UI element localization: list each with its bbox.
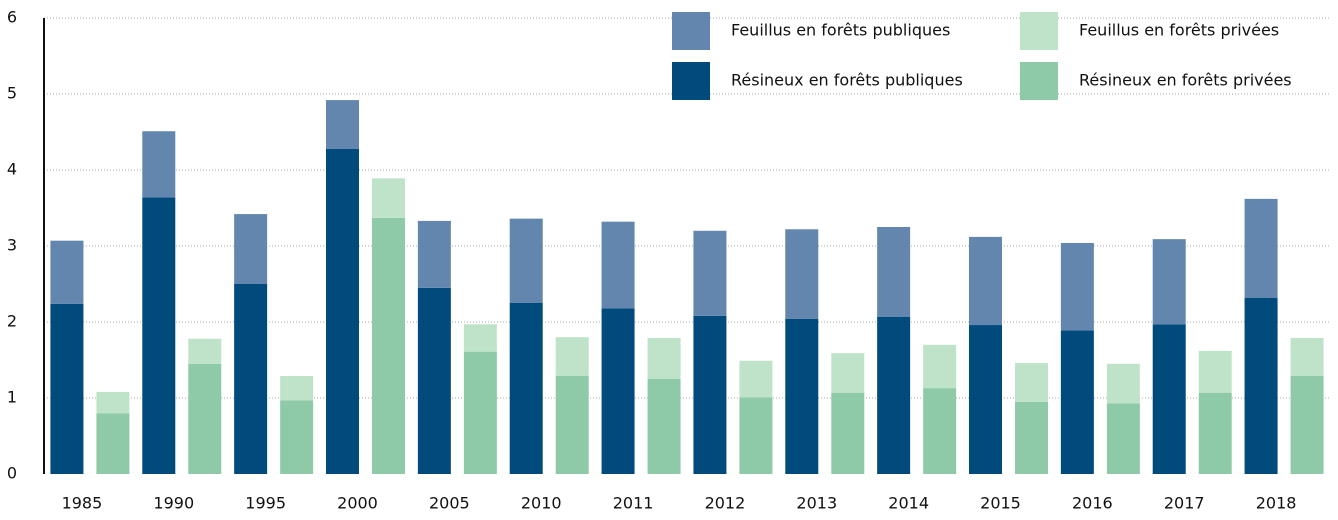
y-tick-label: 3: [7, 236, 17, 255]
bar-segment: [1152, 324, 1186, 474]
legend-swatch: [672, 12, 710, 50]
legend-label: Résineux en forêts privées: [1079, 71, 1292, 90]
bar-segment: [509, 303, 543, 474]
bar-segment: [1290, 375, 1324, 474]
bar-segment: [1244, 297, 1278, 474]
x-tick-label: 1995: [245, 494, 286, 513]
x-tick-label: 2012: [705, 494, 746, 513]
bar-segment: [142, 131, 176, 198]
bar-segment: [280, 400, 314, 474]
bar-segment: [969, 236, 1002, 326]
bar-segment: [1244, 198, 1278, 298]
bar-segment: [509, 218, 543, 303]
bar-segment: [693, 230, 727, 316]
bar-segment: [1198, 392, 1232, 474]
bar-segment: [555, 337, 589, 376]
bar-segment: [923, 344, 957, 389]
legend-label: Résineux en forêts publiques: [731, 71, 963, 90]
bar-segment: [785, 229, 819, 319]
bar-segment: [1152, 239, 1186, 325]
legend-label: Feuillus en forêts publiques: [731, 21, 950, 40]
bar-segment: [463, 351, 497, 474]
bar-segment: [326, 100, 359, 149]
bar-segment: [188, 338, 222, 364]
bar-segment: [234, 214, 268, 284]
bar-segment: [1015, 363, 1048, 402]
bar-segment: [1198, 350, 1232, 393]
bar-segment: [326, 148, 359, 474]
bar-segment: [601, 221, 635, 309]
bar-segment: [50, 303, 84, 474]
bar-segment: [234, 284, 268, 474]
x-tick-label: 2000: [337, 494, 378, 513]
x-tick-label: 2013: [796, 494, 837, 513]
legend-swatch: [1020, 12, 1058, 50]
bar-segment: [96, 413, 130, 474]
x-tick-label: 2005: [429, 494, 470, 513]
bar-segment: [739, 397, 773, 474]
bar-segment: [417, 220, 451, 288]
bar-segment: [1060, 242, 1094, 331]
bar-segment: [280, 375, 314, 401]
x-tick-label: 2016: [1072, 494, 1113, 513]
y-tick-label: 5: [7, 84, 17, 103]
bar-segment: [969, 325, 1002, 474]
bar-segment: [831, 392, 865, 474]
y-tick-label: 2: [7, 312, 17, 331]
bar-segment: [372, 178, 405, 218]
bar-segment: [1290, 337, 1324, 376]
bar-segment: [785, 318, 819, 474]
bar-segment: [50, 240, 84, 304]
y-tick-label: 1: [7, 388, 17, 407]
bar-segment: [923, 388, 957, 474]
bar-segment: [1015, 401, 1048, 474]
x-tick-label: 2010: [521, 494, 562, 513]
x-tick-label: 2011: [613, 494, 654, 513]
x-tick-label: 2018: [1256, 494, 1297, 513]
bar-segment: [417, 287, 451, 474]
legend-swatch: [672, 62, 710, 100]
bar-segment: [1060, 330, 1094, 474]
bar-segment: [693, 315, 727, 474]
x-tick-label: 2014: [888, 494, 929, 513]
x-tick-label: 1985: [62, 494, 103, 513]
bar-segment: [96, 391, 130, 414]
bar-segment: [142, 197, 176, 475]
bar-segment: [647, 379, 681, 474]
bar-segment: [877, 227, 911, 317]
bar-segment: [555, 375, 589, 474]
legend-swatch: [1020, 62, 1058, 100]
y-tick-label: 6: [7, 8, 17, 27]
bar-segment: [647, 337, 681, 379]
x-tick-label: 2015: [980, 494, 1021, 513]
bar-segment: [1106, 363, 1140, 404]
x-tick-label: 1990: [153, 494, 194, 513]
bar-segment: [188, 363, 222, 474]
bar-segment: [601, 308, 635, 474]
legend-label: Feuillus en forêts privées: [1079, 21, 1279, 40]
bar-segment: [739, 360, 773, 398]
bar-segment: [372, 217, 405, 474]
y-tick-label: 0: [7, 464, 17, 483]
bar-segment: [877, 316, 911, 474]
bar-segment: [463, 324, 497, 352]
bar-segment: [1106, 403, 1140, 474]
bar-segment: [831, 353, 865, 393]
x-tick-label: 2017: [1164, 494, 1205, 513]
y-tick-label: 4: [7, 160, 17, 179]
